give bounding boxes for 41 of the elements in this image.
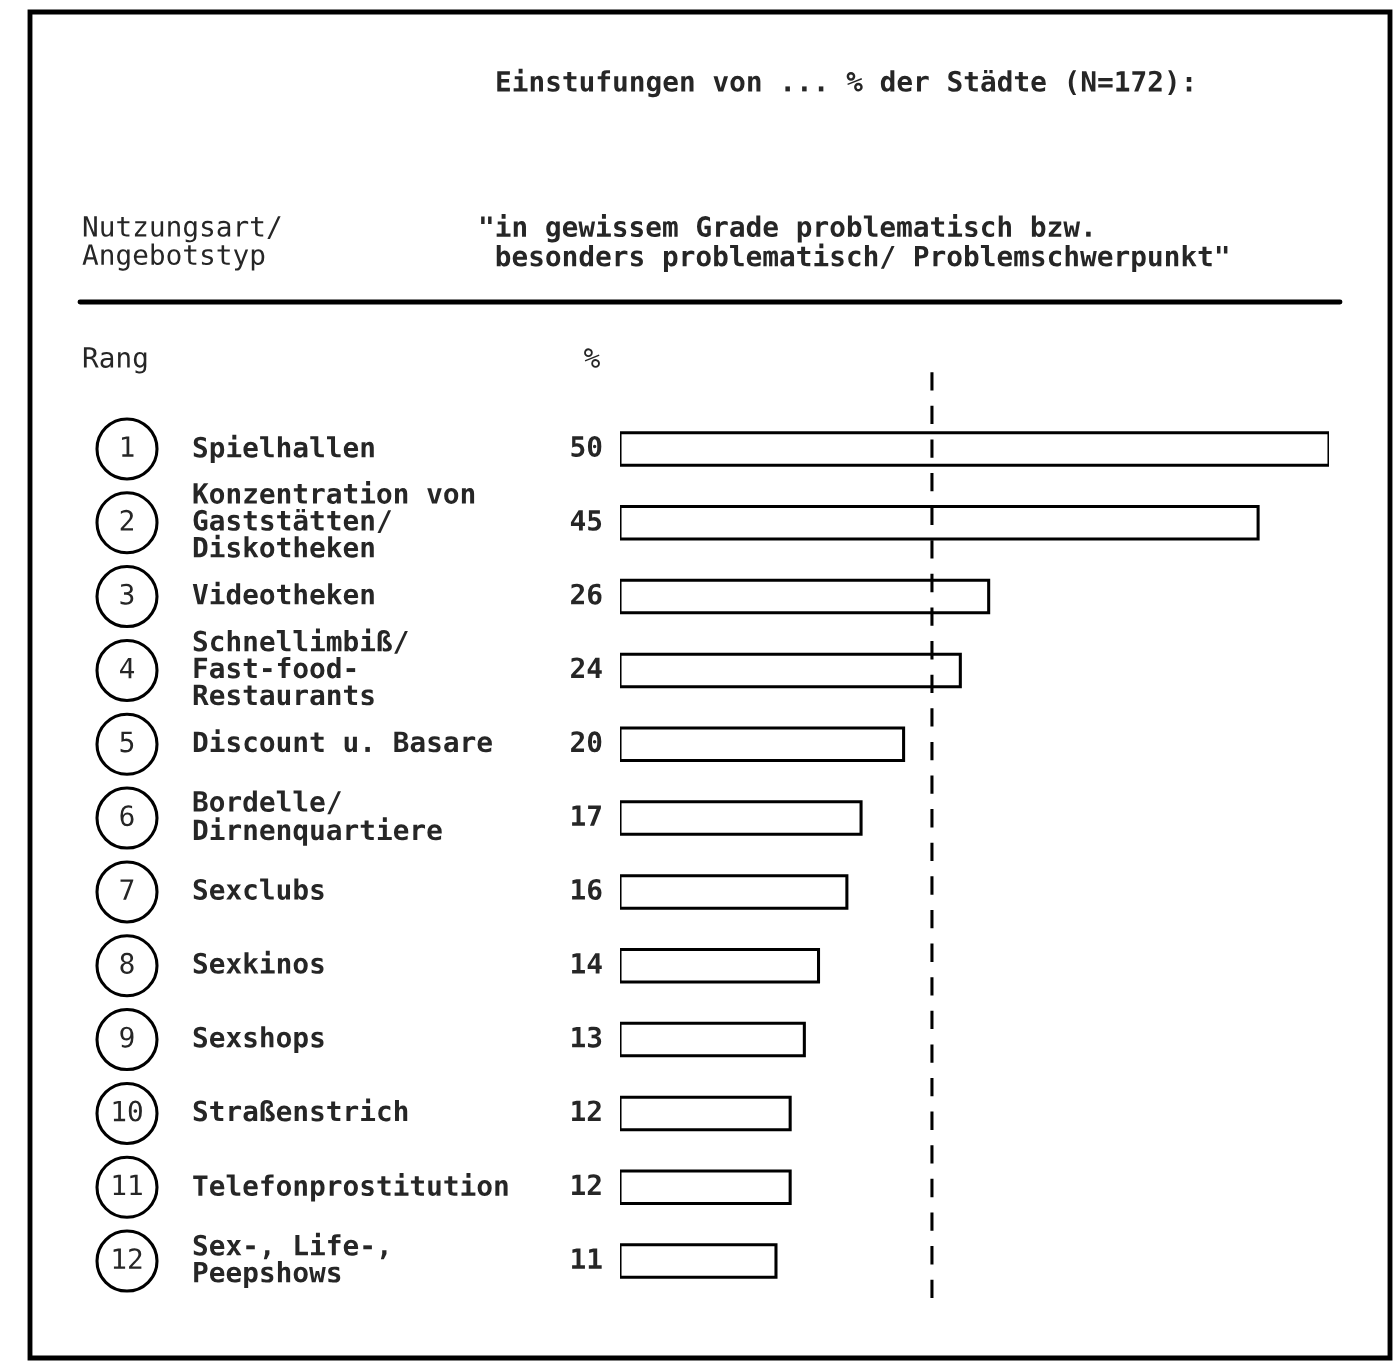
y-axis-title: Nutzungsart/ Angebotstyp [82,216,281,271]
text: 7 [120,879,134,900]
data-label: 20 [571,731,602,753]
y-tick-label: Sexkinos [193,950,324,974]
y-tick-label: Bordelle/ Dirnenquartiere [193,790,442,846]
data-label: 24 [571,657,602,679]
text: 8 [120,952,134,974]
text: 3 [120,583,134,605]
y-tick-label: Straßenstrich [193,1098,408,1122]
y-tick-label: Sex-, Life-, Peepshows [193,1232,387,1288]
data-label: 12 [572,1174,601,1195]
data-label: 26 [571,583,602,605]
text: 4 [120,657,135,679]
text: 6 [120,805,134,827]
data-label: 14 [572,953,602,974]
text: % [584,348,600,368]
chart-title: Einstufungen von ... % der Städte (N=172): [497,68,1192,98]
text: 1 [121,436,134,457]
text: 10 [113,1100,142,1122]
y-tick-label: Sexclubs [193,878,324,900]
text: 12 [113,1248,142,1269]
y-tick-label: Konzentration von Gaststätten/ Diskotheken [193,480,475,558]
y-tick-label: Discount u. Basare [193,729,492,753]
data-label: 45 [570,510,602,531]
text: 5 [120,731,134,753]
data-label: 17 [572,805,601,826]
data-label: 12 [572,1100,601,1122]
data-label: 16 [572,878,602,900]
data-label: 11 [572,1248,602,1269]
text: 9 [120,1026,134,1048]
y-tick-label: Schnellimbiß/ Fast-food- Restaurants [193,628,408,706]
y-tick-label: Videotheken [192,581,374,605]
text: 2 [120,509,133,531]
text: Rang [83,347,147,374]
y-tick-label: Sexshops [193,1026,324,1054]
y-tick-label: Telefonprostitution [193,1173,508,1202]
data-label: 13 [572,1026,602,1048]
data-label: 50 [571,435,602,457]
y-tick-label: Spielhallen [193,434,374,464]
text: 11 [113,1174,142,1195]
chart-subtitle: "in gewissem Grade problematisch bzw. besonders problematisch/ Problemschwerpunkt" [481,214,1228,272]
